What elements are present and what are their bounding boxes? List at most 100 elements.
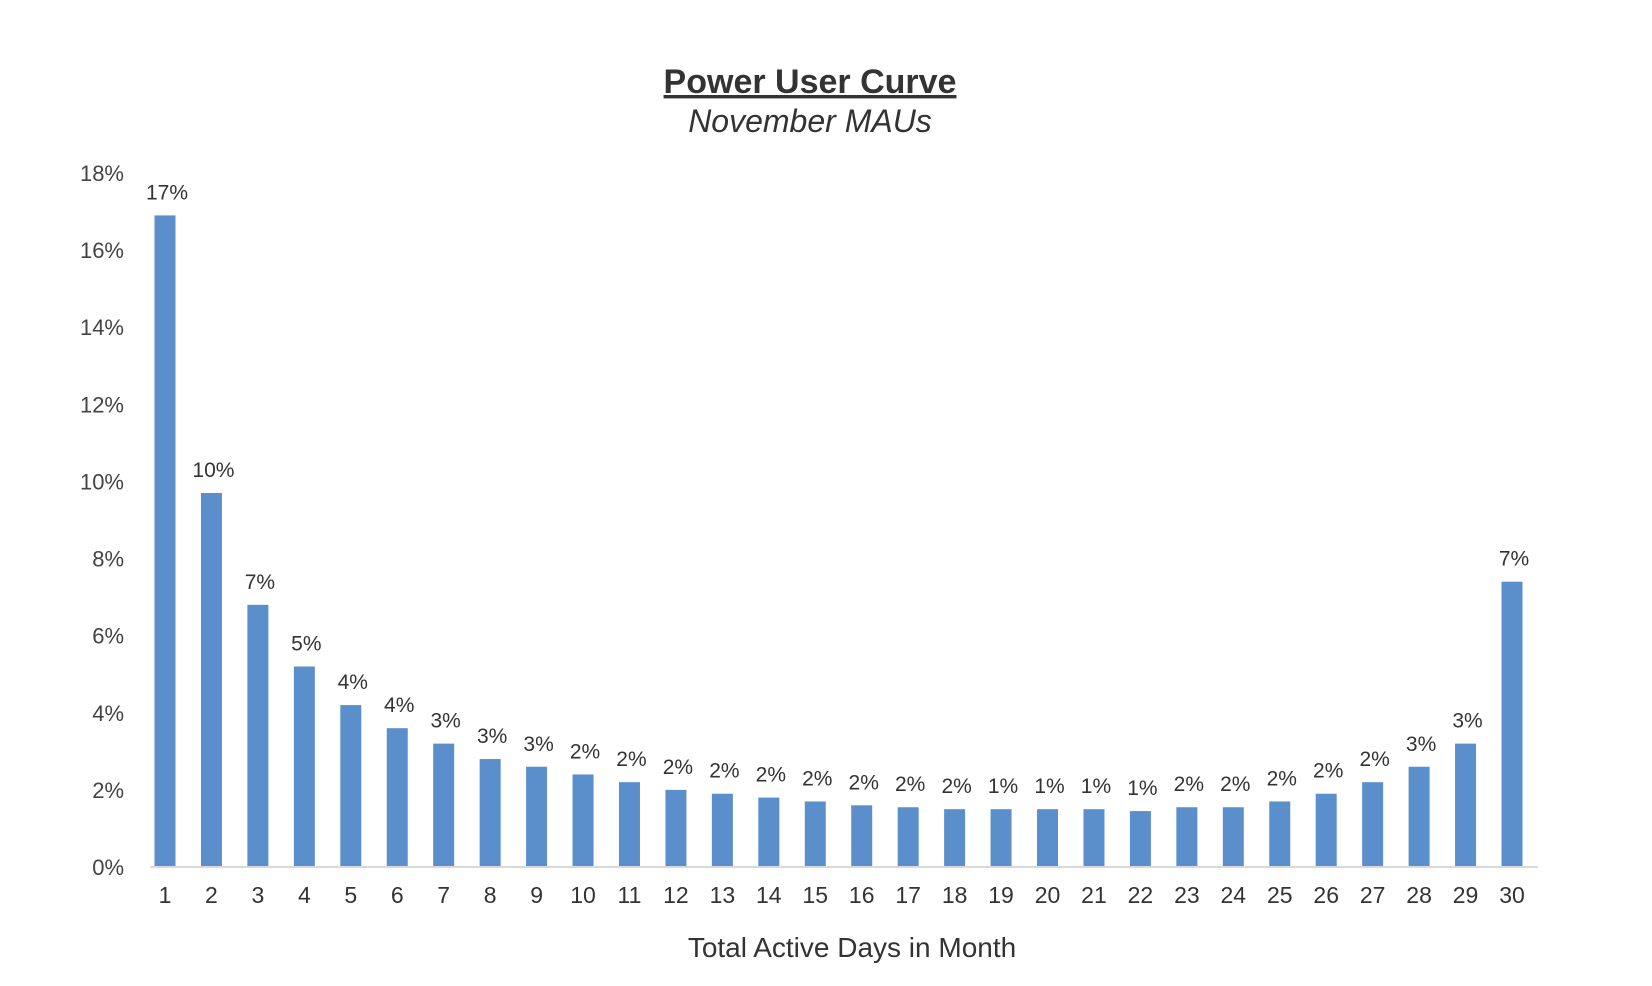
x-tick-label: 21 bbox=[1081, 882, 1107, 908]
bar bbox=[897, 807, 919, 867]
data-label: 3% bbox=[477, 725, 507, 748]
bar bbox=[665, 789, 687, 867]
data-label: 2% bbox=[849, 771, 879, 794]
bar bbox=[1129, 811, 1151, 867]
data-label: 2% bbox=[756, 764, 786, 787]
x-tick-label: 29 bbox=[1453, 882, 1479, 908]
bar bbox=[1501, 581, 1523, 867]
y-tick-label: 16% bbox=[80, 238, 124, 263]
x-tick-label: 12 bbox=[663, 882, 689, 908]
data-label: 2% bbox=[1174, 773, 1204, 796]
y-tick-label: 4% bbox=[92, 701, 124, 726]
bar bbox=[1455, 743, 1477, 867]
chart-subtitle: November MAUs bbox=[688, 103, 932, 139]
y-tick-label: 18% bbox=[80, 161, 124, 186]
y-axis-ticks: 0% 2% 4% 6% 8% 10% 12% 14% 16% 18% bbox=[80, 161, 124, 880]
data-label: 7% bbox=[245, 571, 275, 594]
x-tick-label: 25 bbox=[1267, 882, 1293, 908]
y-tick-label: 2% bbox=[92, 778, 124, 803]
bar bbox=[433, 743, 455, 867]
data-label: 1% bbox=[1081, 775, 1111, 798]
bar bbox=[572, 774, 594, 867]
x-tick-label: 7 bbox=[437, 882, 450, 908]
x-tick-label: 16 bbox=[849, 882, 875, 908]
x-tick-label: 22 bbox=[1128, 882, 1154, 908]
bar bbox=[1269, 801, 1291, 867]
bar bbox=[200, 493, 222, 867]
x-tick-label: 1 bbox=[159, 882, 172, 908]
bar bbox=[1408, 766, 1430, 867]
x-tick-label: 3 bbox=[251, 882, 264, 908]
data-label: 2% bbox=[941, 775, 971, 798]
x-tick-label: 27 bbox=[1360, 882, 1386, 908]
x-tick-label: 20 bbox=[1035, 882, 1061, 908]
bar bbox=[851, 805, 873, 867]
data-label: 2% bbox=[570, 740, 600, 763]
x-tick-label: 9 bbox=[530, 882, 543, 908]
bar bbox=[1222, 807, 1244, 867]
x-tick-label: 13 bbox=[710, 882, 736, 908]
x-tick-label: 26 bbox=[1313, 882, 1339, 908]
bar bbox=[479, 759, 501, 867]
x-tick-label: 24 bbox=[1221, 882, 1247, 908]
bar bbox=[618, 782, 640, 867]
bar bbox=[1037, 809, 1059, 867]
bar bbox=[293, 666, 315, 867]
data-label: 2% bbox=[616, 748, 646, 771]
x-tick-label: 19 bbox=[988, 882, 1014, 908]
data-label: 5% bbox=[291, 633, 321, 656]
y-tick-label: 10% bbox=[80, 469, 124, 494]
data-label: 1% bbox=[1127, 777, 1157, 800]
bar bbox=[1176, 807, 1198, 867]
x-axis-label: Total Active Days in Month bbox=[688, 932, 1016, 963]
bar bbox=[1315, 793, 1337, 867]
x-tick-label: 23 bbox=[1174, 882, 1200, 908]
y-tick-label: 14% bbox=[80, 315, 124, 340]
data-label: 2% bbox=[802, 767, 832, 790]
bar bbox=[711, 793, 733, 867]
y-tick-label: 8% bbox=[92, 547, 124, 572]
data-labels: 17% 10% 7% 5% 4% 4% 3% 3% 3% 2% 2% 2% 2% 2% 2% 2% 2% 2% 1%… bbox=[146, 181, 1529, 800]
bar bbox=[247, 604, 269, 867]
data-label: 4% bbox=[384, 694, 414, 717]
x-tick-label: 17 bbox=[895, 882, 921, 908]
bar bbox=[340, 705, 362, 867]
data-label: 3% bbox=[1452, 710, 1482, 733]
data-label: 17% bbox=[146, 181, 188, 204]
data-label: 3% bbox=[523, 733, 553, 756]
x-tick-label: 18 bbox=[942, 882, 968, 908]
x-tick-label: 6 bbox=[391, 882, 404, 908]
data-label: 2% bbox=[1267, 767, 1297, 790]
bar bbox=[1362, 782, 1384, 867]
data-label: 2% bbox=[709, 760, 739, 783]
data-label: 2% bbox=[1359, 748, 1389, 771]
y-tick-label: 0% bbox=[92, 855, 124, 880]
data-label: 1% bbox=[988, 775, 1018, 798]
data-label: 7% bbox=[1499, 548, 1529, 571]
bar bbox=[386, 728, 408, 867]
x-tick-label: 4 bbox=[298, 882, 311, 908]
data-label: 10% bbox=[192, 459, 234, 482]
bar bbox=[526, 766, 548, 867]
y-tick-label: 6% bbox=[92, 624, 124, 649]
data-label: 2% bbox=[895, 773, 925, 796]
x-tick-label: 30 bbox=[1499, 882, 1525, 908]
x-tick-label: 2 bbox=[205, 882, 218, 908]
x-tick-label: 11 bbox=[618, 882, 642, 908]
x-tick-label: 10 bbox=[570, 882, 596, 908]
bar bbox=[990, 809, 1012, 867]
data-label: 3% bbox=[431, 710, 461, 733]
bar bbox=[758, 797, 780, 867]
x-tick-label: 14 bbox=[756, 882, 782, 908]
data-label: 2% bbox=[1313, 760, 1343, 783]
data-label: 2% bbox=[1220, 773, 1250, 796]
x-tick-label: 5 bbox=[344, 882, 357, 908]
bar bbox=[1083, 809, 1105, 867]
x-tick-label: 28 bbox=[1406, 882, 1432, 908]
x-tick-label: 15 bbox=[802, 882, 828, 908]
bar bbox=[804, 801, 826, 867]
x-axis-ticks: 1 2 3 4 5 6 7 8 9 10 11 12 13 14 15 16 17 18 19 20 21 22 23 24 2… bbox=[159, 882, 1525, 908]
bar bbox=[154, 215, 176, 867]
data-label: 3% bbox=[1406, 733, 1436, 756]
